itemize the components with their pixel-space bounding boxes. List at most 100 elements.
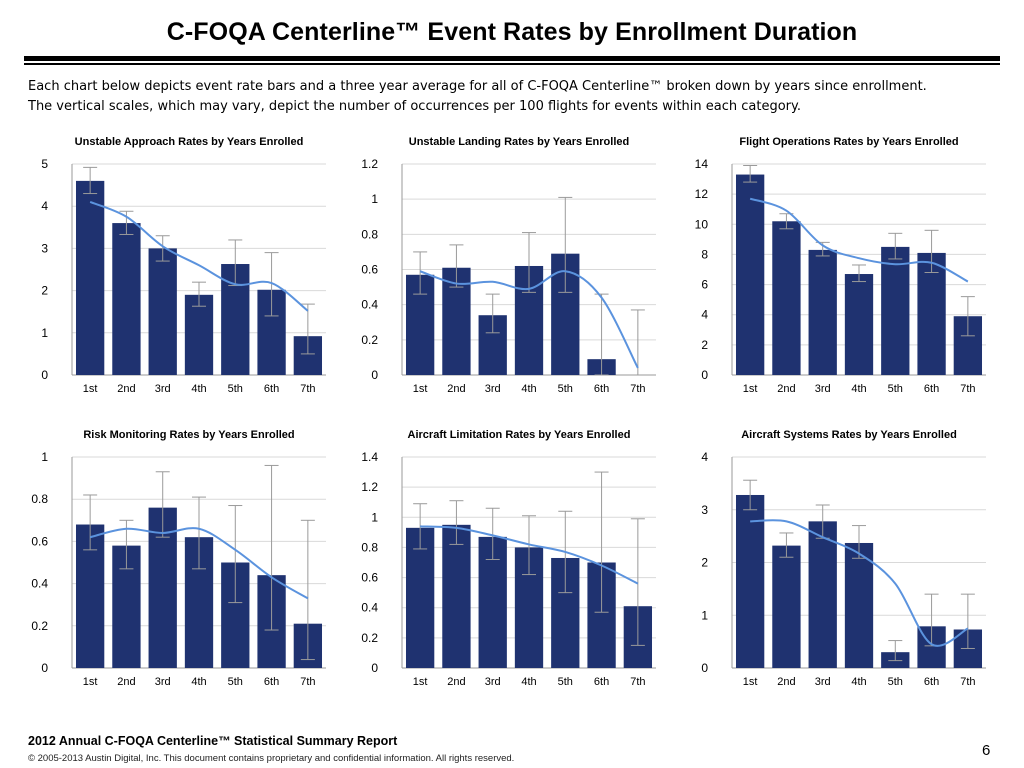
x-tick-label: 6th	[594, 383, 609, 395]
y-tick-label: 0.6	[361, 263, 378, 277]
x-tick-label: 7th	[630, 383, 645, 395]
y-tick-label: 0	[41, 661, 48, 675]
x-tick-label: 7th	[300, 383, 315, 395]
x-tick-label: 2nd	[777, 383, 795, 395]
x-tick-label: 3rd	[485, 676, 501, 688]
x-tick-label: 5th	[228, 676, 243, 688]
chart-title: Unstable Landing Rates by Years Enrolled	[409, 136, 629, 148]
y-tick-label: 14	[695, 157, 709, 171]
y-tick-label: 1.2	[361, 157, 378, 171]
chart-title: Aircraft Systems Rates by Years Enrolled	[741, 429, 957, 441]
y-tick-label: 8	[701, 247, 708, 261]
y-tick-label: 5	[41, 157, 48, 171]
chart-aircraft-systems: Aircraft Systems Rates by Years Enrolled…	[694, 423, 994, 703]
title-rule-thick	[24, 56, 1000, 61]
x-tick-label: 3rd	[815, 676, 831, 688]
y-tick-label: 4	[701, 450, 708, 464]
x-tick-label: 4th	[851, 676, 866, 688]
x-tick-label: 6th	[264, 383, 279, 395]
footer-report-title: 2012 Annual C-FOQA Centerline™ Statistic…	[28, 734, 398, 748]
x-tick-label: 2nd	[117, 383, 135, 395]
x-tick-label: 3rd	[155, 676, 171, 688]
y-tick-label: 0	[701, 368, 708, 382]
bar	[442, 524, 471, 668]
y-tick-label: 1.2	[361, 480, 378, 494]
x-tick-label: 4th	[521, 676, 536, 688]
x-tick-label: 1st	[83, 383, 98, 395]
y-tick-label: 0.4	[361, 298, 378, 312]
bar	[148, 248, 177, 375]
y-tick-label: 0.8	[31, 492, 48, 506]
y-tick-label: 12	[695, 187, 709, 201]
y-tick-label: 0.2	[31, 619, 48, 633]
bar	[735, 174, 765, 375]
y-tick-label: 0	[371, 368, 378, 382]
chart-title: Risk Monitoring Rates by Years Enrolled	[83, 429, 294, 441]
x-tick-label: 3rd	[815, 383, 831, 395]
x-tick-label: 7th	[960, 383, 975, 395]
bar	[405, 527, 435, 668]
bar	[112, 223, 141, 375]
x-tick-label: 5th	[228, 383, 243, 395]
x-tick-label: 4th	[521, 383, 536, 395]
y-tick-label: 1	[701, 608, 708, 622]
x-tick-label: 2nd	[777, 676, 795, 688]
bar	[844, 274, 874, 375]
x-tick-label: 6th	[264, 676, 279, 688]
y-tick-label: 0.4	[361, 601, 378, 615]
x-tick-label: 1st	[743, 676, 758, 688]
bar	[844, 542, 874, 668]
x-tick-label: 4th	[851, 383, 866, 395]
y-tick-label: 0	[371, 661, 378, 675]
x-tick-label: 5th	[888, 383, 903, 395]
chart-flight-operations: Flight Operations Rates by Years Enrolle…	[694, 130, 994, 410]
page-title: C-FOQA Centerline™ Event Rates by Enroll…	[166, 18, 858, 46]
average-line	[749, 197, 969, 283]
x-tick-label: 5th	[558, 383, 573, 395]
x-tick-label: 5th	[888, 676, 903, 688]
chart-risk-monitoring: Risk Monitoring Rates by Years Enrolled 0…	[31, 423, 334, 703]
x-tick-label: 5th	[558, 676, 573, 688]
x-tick-label: 2nd	[447, 383, 465, 395]
y-tick-label: 1	[371, 192, 378, 206]
chart-unstable-landing: Unstable Landing Rates by Years Enrolled…	[361, 130, 664, 410]
y-tick-label: 0.6	[361, 571, 378, 585]
x-tick-label: 2nd	[447, 676, 465, 688]
y-tick-label: 4	[41, 199, 48, 213]
x-tick-label: 7th	[960, 676, 975, 688]
bar	[184, 294, 214, 375]
x-tick-label: 1st	[413, 383, 428, 395]
y-tick-label: 0	[41, 368, 48, 382]
x-tick-label: 3rd	[485, 383, 501, 395]
x-tick-label: 6th	[924, 383, 939, 395]
average-line	[419, 270, 639, 369]
chart-title: Flight Operations Rates by Years Enrolle…	[739, 136, 958, 148]
x-tick-label: 3rd	[155, 383, 171, 395]
x-tick-label: 4th	[191, 676, 206, 688]
y-tick-label: 1.4	[361, 450, 378, 464]
y-tick-label: 2	[701, 556, 708, 570]
x-tick-label: 7th	[630, 676, 645, 688]
intro-line-1: Each chart below depicts event rate bars…	[28, 79, 927, 94]
bar	[735, 494, 765, 668]
y-tick-label: 0.8	[361, 540, 378, 554]
y-tick-label: 6	[701, 278, 708, 292]
y-tick-label: 1	[41, 326, 48, 340]
chart-title: Unstable Approach Rates by Years Enrolle…	[75, 136, 304, 148]
title-rule-thin	[24, 63, 1000, 65]
intro-line-2: The vertical scales, which may vary, dep…	[28, 99, 801, 114]
y-tick-label: 0.8	[361, 227, 378, 241]
bar	[75, 180, 105, 375]
y-tick-label: 4	[701, 308, 708, 322]
x-tick-label: 1st	[413, 676, 428, 688]
average-line	[420, 525, 639, 585]
y-tick-label: 3	[41, 241, 48, 255]
chart-title: Aircraft Limitation Rates by Years Enrol…	[408, 429, 631, 441]
x-tick-label: 4th	[191, 383, 206, 395]
x-tick-label: 2nd	[117, 676, 135, 688]
bar	[772, 221, 801, 375]
footer-copyright: © 2005-2013 Austin Digital, Inc. This do…	[28, 753, 515, 764]
bar	[808, 249, 837, 375]
y-tick-label: 2	[41, 284, 48, 298]
chart-unstable-approach: Unstable Approach Rates by Years Enrolle…	[34, 130, 334, 410]
